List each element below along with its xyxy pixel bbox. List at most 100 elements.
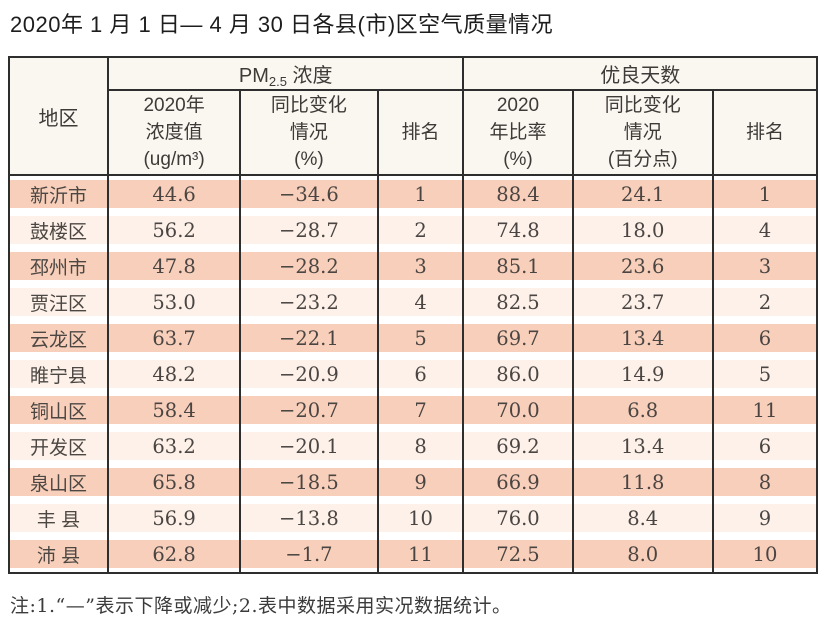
cell-pm-value: 53.0 bbox=[106, 284, 240, 320]
header-group-good-days: 优良天数 bbox=[462, 58, 816, 91]
cell-pm-rank: 1 bbox=[376, 176, 463, 212]
cell-ratio: 85.1 bbox=[462, 248, 572, 284]
cell-ratio: 69.2 bbox=[462, 428, 572, 464]
cell-pm-change: −22.1 bbox=[239, 320, 377, 356]
cell-pm-change: −28.2 bbox=[239, 248, 377, 284]
pm25-label-subscript: 2.5 bbox=[268, 74, 287, 89]
cell-region: 泉山区 bbox=[10, 464, 107, 500]
table-row: 新沂市 44.6 −34.6 1 88.4 24.1 1 bbox=[10, 176, 816, 212]
cell-ratio-change: 6.8 bbox=[571, 392, 712, 428]
cell-pm-value: 56.2 bbox=[106, 212, 240, 248]
cell-ratio-rank: 6 bbox=[711, 428, 816, 464]
cell-ratio-rank: 2 bbox=[711, 284, 816, 320]
cell-ratio: 72.5 bbox=[462, 536, 572, 572]
cell-pm-value: 44.6 bbox=[106, 176, 240, 212]
cell-pm-change: −18.5 bbox=[239, 464, 377, 500]
table-row: 沛 县 62.8 −1.7 11 72.5 8.0 10 bbox=[10, 536, 816, 572]
header-region: 地区 bbox=[10, 58, 107, 176]
cell-pm-change: −34.6 bbox=[239, 176, 377, 212]
cell-ratio-rank: 3 bbox=[711, 248, 816, 284]
footnote: 注:1.“—”表示下降或减少;2.表中数据采用实况数据统计。 bbox=[10, 595, 512, 617]
cell-region: 丰 县 bbox=[10, 500, 107, 536]
header-group-pm25: PM2.5 浓度 bbox=[106, 58, 463, 91]
cell-pm-rank: 10 bbox=[376, 500, 463, 536]
subheader-ratio-yoy-change: 同比变化 情况 (百分点) bbox=[571, 91, 712, 176]
cell-pm-value: 63.2 bbox=[106, 428, 240, 464]
cell-ratio-change: 18.0 bbox=[571, 212, 712, 248]
cell-ratio: 66.9 bbox=[462, 464, 572, 500]
subheader-ratio-rank: 排名 bbox=[711, 91, 816, 176]
cell-ratio-change: 14.9 bbox=[571, 356, 712, 392]
cell-pm-value: 48.2 bbox=[106, 356, 240, 392]
table-body: 新沂市 44.6 −34.6 1 88.4 24.1 1 鼓楼区 56.2 −2… bbox=[10, 176, 816, 572]
cell-pm-change: −20.1 bbox=[239, 428, 377, 464]
cell-pm-value: 65.8 bbox=[106, 464, 240, 500]
table-row: 贾汪区 53.0 −23.2 4 82.5 23.7 2 bbox=[10, 284, 816, 320]
cell-pm-change: −28.7 bbox=[239, 212, 377, 248]
cell-pm-change: −20.9 bbox=[239, 356, 377, 392]
cell-region: 睢宁县 bbox=[10, 356, 107, 392]
table-row: 云龙区 63.7 −22.1 5 69.7 13.4 6 bbox=[10, 320, 816, 356]
cell-ratio-change: 13.4 bbox=[571, 320, 712, 356]
subheader-pm-yoy-change: 同比变化 情况 (%) bbox=[239, 91, 377, 176]
table-row: 睢宁县 48.2 −20.9 6 86.0 14.9 5 bbox=[10, 356, 816, 392]
cell-ratio: 86.0 bbox=[462, 356, 572, 392]
subheader-pm-2020-value: 2020年 浓度值 (ug/m³) bbox=[106, 91, 240, 176]
cell-pm-change: −13.8 bbox=[239, 500, 377, 536]
cell-pm-change: −1.7 bbox=[239, 536, 377, 572]
cell-ratio: 69.7 bbox=[462, 320, 572, 356]
cell-ratio-change: 23.7 bbox=[571, 284, 712, 320]
air-quality-table: 地区 PM2.5 浓度 优良天数 2020年 浓度值 (ug/m³) 同比变化 … bbox=[8, 56, 818, 574]
cell-pm-rank: 9 bbox=[376, 464, 463, 500]
cell-pm-rank: 2 bbox=[376, 212, 463, 248]
cell-region: 云龙区 bbox=[10, 320, 107, 356]
cell-ratio-change: 13.4 bbox=[571, 428, 712, 464]
cell-region: 开发区 bbox=[10, 428, 107, 464]
cell-ratio-rank: 6 bbox=[711, 320, 816, 356]
header-group-row: 地区 PM2.5 浓度 优良天数 bbox=[10, 58, 816, 176]
cell-pm-rank: 11 bbox=[376, 536, 463, 572]
cell-ratio: 70.0 bbox=[462, 392, 572, 428]
cell-pm-value: 63.7 bbox=[106, 320, 240, 356]
pm25-label-prefix: PM bbox=[238, 65, 269, 87]
page-title: 2020年 1 月 1 日— 4 月 30 日各县(市)区空气质量情况 bbox=[10, 12, 554, 37]
cell-ratio-rank: 8 bbox=[711, 464, 816, 500]
cell-ratio-rank: 5 bbox=[711, 356, 816, 392]
cell-ratio: 74.8 bbox=[462, 212, 572, 248]
cell-ratio-rank: 10 bbox=[711, 536, 816, 572]
cell-region: 新沂市 bbox=[10, 176, 107, 212]
cell-pm-value: 56.9 bbox=[106, 500, 240, 536]
header-sub-row: 2020年 浓度值 (ug/m³) 同比变化 情况 (%) 排名 2020 年比… bbox=[10, 91, 816, 176]
table-row: 邳州市 47.8 −28.2 3 85.1 23.6 3 bbox=[10, 248, 816, 284]
table-row: 开发区 63.2 −20.1 8 69.2 13.4 6 bbox=[10, 428, 816, 464]
cell-pm-rank: 4 bbox=[376, 284, 463, 320]
cell-pm-rank: 5 bbox=[376, 320, 463, 356]
cell-ratio: 88.4 bbox=[462, 176, 572, 212]
cell-region: 贾汪区 bbox=[10, 284, 107, 320]
cell-pm-value: 47.8 bbox=[106, 248, 240, 284]
cell-pm-rank: 6 bbox=[376, 356, 463, 392]
cell-pm-rank: 8 bbox=[376, 428, 463, 464]
cell-pm-value: 58.4 bbox=[106, 392, 240, 428]
cell-pm-rank: 3 bbox=[376, 248, 463, 284]
cell-ratio-change: 8.4 bbox=[571, 500, 712, 536]
cell-ratio: 76.0 bbox=[462, 500, 572, 536]
cell-ratio-change: 8.0 bbox=[571, 536, 712, 572]
table-header: 地区 PM2.5 浓度 优良天数 2020年 浓度值 (ug/m³) 同比变化 … bbox=[10, 58, 816, 176]
cell-ratio-change: 11.8 bbox=[571, 464, 712, 500]
cell-region: 沛 县 bbox=[10, 536, 107, 572]
cell-ratio-rank: 1 bbox=[711, 176, 816, 212]
cell-pm-rank: 7 bbox=[376, 392, 463, 428]
cell-region: 邳州市 bbox=[10, 248, 107, 284]
pm25-label-suffix: 浓度 bbox=[286, 65, 333, 87]
cell-pm-change: −23.2 bbox=[239, 284, 377, 320]
cell-ratio-rank: 11 bbox=[711, 392, 816, 428]
table-row: 鼓楼区 56.2 −28.7 2 74.8 18.0 4 bbox=[10, 212, 816, 248]
cell-ratio-rank: 9 bbox=[711, 500, 816, 536]
cell-ratio-rank: 4 bbox=[711, 212, 816, 248]
table-row: 丰 县 56.9 −13.8 10 76.0 8.4 9 bbox=[10, 500, 816, 536]
cell-pm-value: 62.8 bbox=[106, 536, 240, 572]
subheader-ratio-2020: 2020 年比率 (%) bbox=[462, 91, 572, 176]
table-row: 铜山区 58.4 −20.7 7 70.0 6.8 11 bbox=[10, 392, 816, 428]
